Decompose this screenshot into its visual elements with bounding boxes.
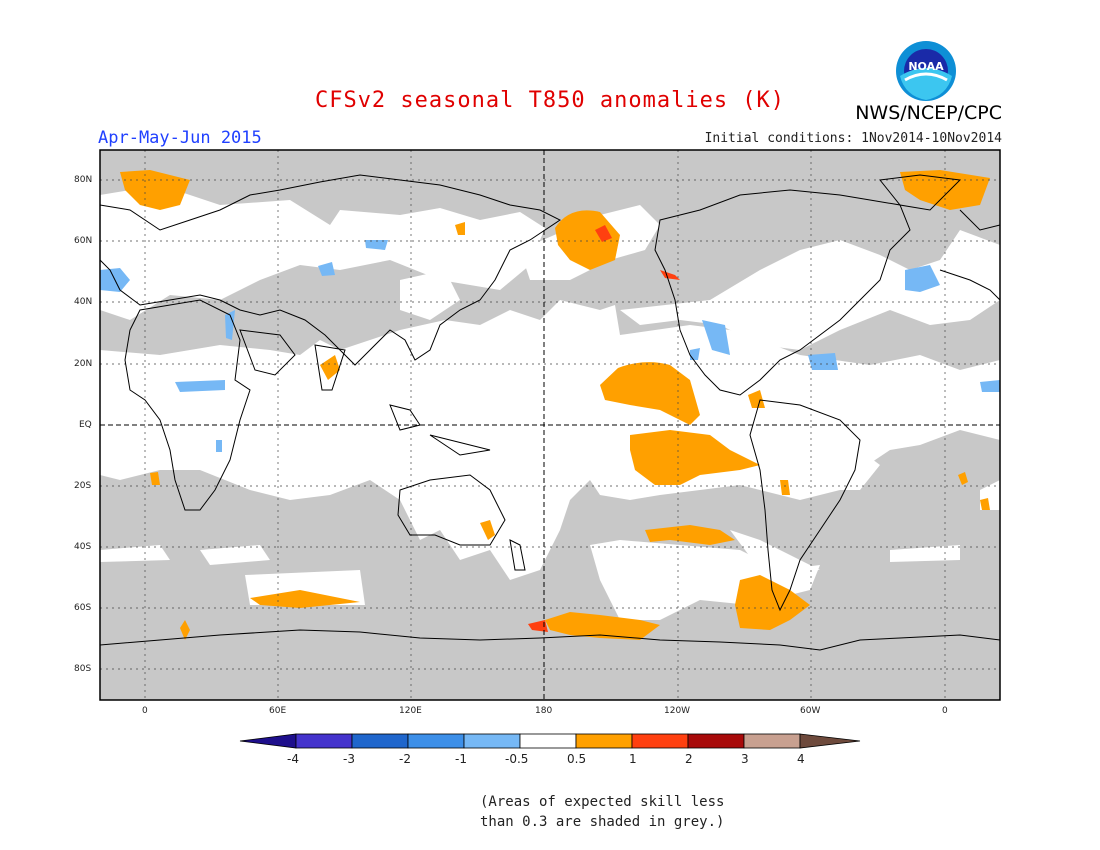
colorbar-cell [463, 733, 521, 749]
lat-label: 80N [74, 175, 93, 185]
colorbar-label: -4 [287, 752, 299, 766]
negative-anomaly-areas [100, 240, 1000, 452]
map-frame [99, 149, 1001, 701]
colorbar [239, 733, 861, 749]
colorbar-label: -1 [455, 752, 467, 766]
colorbar-cell [295, 733, 353, 749]
initial-conditions: Initial conditions: 1Nov2014-10Nov2014 [704, 131, 1002, 146]
colorbar-cell [743, 733, 801, 749]
coastlines [99, 174, 1001, 651]
colorbar-label: 3 [741, 752, 749, 766]
colorbar-label: 4 [797, 752, 805, 766]
lon-label: 120E [399, 706, 422, 716]
lon-label: 60E [269, 706, 287, 716]
colorbar-cell [631, 733, 689, 749]
season-label: Apr-May-Jun 2015 [98, 128, 262, 148]
footnote-line: (Areas of expected skill less [480, 794, 725, 810]
lon-label: 60W [800, 706, 821, 716]
footnote: (Areas of expected skill less than 0.3 a… [480, 792, 724, 832]
colorbar-cell [519, 733, 577, 749]
colorbar-cell [687, 733, 745, 749]
lat-label: 60N [74, 236, 93, 246]
grid-lines [100, 150, 1000, 700]
lat-label: 60S [74, 603, 92, 613]
colorbar-label: -0.5 [505, 752, 529, 766]
agency-label: NWS/NCEP/CPC [855, 102, 1002, 124]
equator-dateline [100, 150, 1000, 700]
colorbar-cell [575, 733, 633, 749]
lat-label: 40N [74, 297, 93, 307]
lat-label: 80S [74, 664, 92, 674]
lat-label: EQ [79, 420, 92, 430]
lon-label: 0 [942, 706, 948, 716]
colorbar-label: -3 [343, 752, 355, 766]
colorbar-cell [351, 733, 409, 749]
footnote-line: than 0.3 are shaded in grey.) [480, 814, 725, 830]
colorbar-label: 2 [685, 752, 693, 766]
noaa-logo: NOAA [896, 41, 956, 101]
colorbar-label: 0.5 [567, 752, 587, 766]
lat-label: 40S [74, 542, 92, 552]
lat-label: 20S [74, 481, 92, 491]
lat-label: 20N [74, 359, 93, 369]
lon-label: 180 [535, 706, 553, 716]
map-title: CFSv2 seasonal T850 anomalies (K) [314, 88, 786, 113]
colorbar-cell [407, 733, 465, 749]
lon-label: 0 [142, 706, 148, 716]
logo-text: NOAA [908, 60, 944, 73]
colorbar-label: 1 [629, 752, 637, 766]
colorbar-label: -2 [399, 752, 411, 766]
strong-positive-areas [528, 225, 680, 632]
lon-label: 120W [664, 706, 691, 716]
colorbar-left-arrow [239, 733, 297, 749]
colorbar-right-arrow [799, 733, 861, 749]
